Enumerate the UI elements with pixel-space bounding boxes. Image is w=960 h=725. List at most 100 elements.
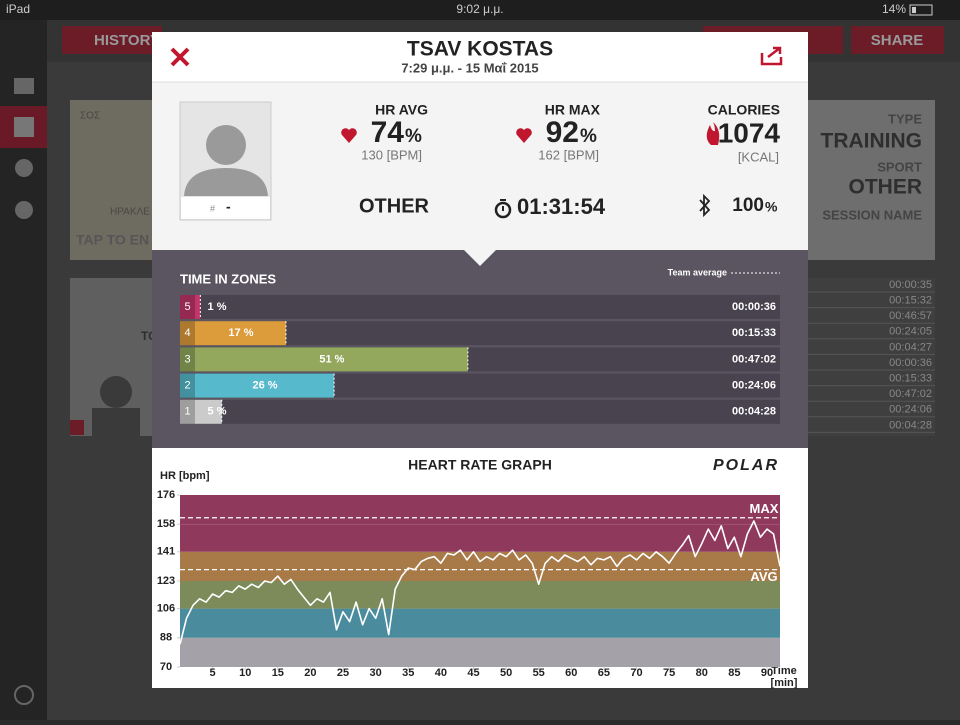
zone-duration: 00:15:33 bbox=[732, 327, 776, 339]
player-avatar bbox=[100, 376, 132, 408]
duration: 01:31:54 bbox=[517, 194, 606, 219]
player-avatar-body bbox=[92, 408, 140, 436]
heart-icon bbox=[516, 128, 532, 143]
type-label: TYPE bbox=[888, 111, 922, 126]
zone-time: 00:04:28 bbox=[889, 419, 932, 431]
zone-time: 00:15:33 bbox=[889, 373, 932, 385]
zone-number: 4 bbox=[184, 327, 190, 339]
bluetooth-icon bbox=[699, 193, 711, 218]
zone-time: 00:04:27 bbox=[889, 341, 932, 353]
session-name-label: SESSION NAME bbox=[822, 207, 922, 222]
share-label: SHARE bbox=[871, 32, 924, 49]
zone-percent: 1 % bbox=[208, 301, 227, 313]
zone-percent: 51 % bbox=[319, 353, 344, 365]
flame-icon bbox=[706, 122, 720, 145]
zone-track bbox=[180, 295, 780, 319]
zone-percent: 5 % bbox=[208, 406, 227, 418]
zone-box bbox=[180, 399, 195, 424]
close-button[interactable] bbox=[170, 47, 190, 67]
y-axis-label: HR [bpm] bbox=[160, 470, 210, 482]
graph-title: HEART RATE GRAPH bbox=[408, 457, 552, 473]
reference-label: MAX bbox=[750, 501, 779, 516]
zone-bar bbox=[180, 321, 286, 346]
battery-icon bbox=[909, 4, 933, 16]
share-button[interactable] bbox=[851, 26, 944, 54]
nav-settings[interactable] bbox=[15, 201, 33, 219]
x-tick-label: 90 bbox=[761, 667, 773, 679]
sensor-battery-unit: % bbox=[765, 199, 778, 215]
nav-stats[interactable] bbox=[14, 117, 34, 137]
zone-number: 3 bbox=[184, 353, 190, 365]
map-hint: TAP TO EN bbox=[76, 232, 149, 248]
share-icon[interactable] bbox=[760, 46, 783, 66]
x-tick-label: 40 bbox=[435, 667, 447, 679]
sensor-battery: 100 bbox=[732, 195, 764, 216]
hr-avg-value: 74 bbox=[371, 116, 405, 149]
player-badge bbox=[70, 420, 84, 435]
x-axis-label: [min] bbox=[771, 677, 798, 689]
zone-number: 5 bbox=[184, 301, 190, 313]
sport-value: OTHER bbox=[849, 176, 923, 199]
zone-time: 00:47:02 bbox=[889, 388, 932, 400]
zone-box bbox=[180, 321, 195, 346]
zone-bar bbox=[180, 373, 335, 398]
stopwatch-icon bbox=[494, 201, 512, 219]
session-panel bbox=[808, 100, 935, 260]
zone-time: 00:24:05 bbox=[889, 326, 932, 338]
zone-percent: 17 % bbox=[228, 327, 253, 339]
nav-info[interactable] bbox=[14, 685, 34, 705]
hr-max-value: 92 bbox=[546, 116, 579, 149]
x-tick-label: 70 bbox=[630, 667, 642, 679]
y-tick-label: 88 bbox=[160, 632, 172, 644]
y-tick-label: 141 bbox=[157, 546, 175, 558]
zone-band bbox=[180, 608, 780, 638]
zones-title: TIME IN ZONES bbox=[180, 271, 276, 286]
x-tick-label: 25 bbox=[337, 667, 349, 679]
zone-bar bbox=[180, 295, 201, 319]
y-tick-label: 70 bbox=[160, 661, 172, 673]
athlete-name: TSAV KOSTAS bbox=[407, 38, 553, 61]
sport-label: SPORT bbox=[877, 159, 922, 174]
zone-time: 00:00:36 bbox=[889, 357, 932, 369]
y-tick-label: 158 bbox=[157, 518, 175, 530]
zone-time: 00:15:32 bbox=[889, 295, 932, 307]
x-tick-label: 65 bbox=[598, 667, 610, 679]
x-tick-label: 10 bbox=[239, 667, 251, 679]
player-number: - bbox=[226, 199, 231, 215]
history-button[interactable] bbox=[62, 26, 162, 54]
avatar-head bbox=[206, 125, 246, 165]
hr-avg-bpm: 130 [BPM] bbox=[361, 147, 422, 162]
y-tick-label: 123 bbox=[157, 575, 175, 587]
map-label: ΗΡΑΚΛΕ bbox=[110, 207, 150, 218]
calories-value: 1074 bbox=[718, 117, 781, 148]
y-tick-label: 106 bbox=[157, 602, 175, 614]
session-date: 7:29 μ.μ. - 15 Μαΐ 2015 bbox=[401, 60, 538, 75]
zone-duration: 00:24:06 bbox=[732, 380, 776, 392]
battery-level: 14% bbox=[882, 2, 906, 16]
x-tick-label: 80 bbox=[696, 667, 708, 679]
x-tick-label: 30 bbox=[370, 667, 382, 679]
zone-duration: 00:47:02 bbox=[732, 353, 776, 365]
device-name: iPad bbox=[6, 2, 30, 16]
x-tick-label: 85 bbox=[728, 667, 740, 679]
x-tick-label: 45 bbox=[467, 667, 479, 679]
legend-label: Team average bbox=[668, 267, 727, 277]
map-panel[interactable] bbox=[70, 100, 160, 260]
history-label: HISTORY bbox=[94, 32, 160, 49]
x-axis-label: Time bbox=[771, 665, 796, 677]
zone-time: 00:24:06 bbox=[889, 404, 932, 416]
pointer bbox=[464, 250, 496, 266]
zone-band bbox=[180, 551, 780, 581]
nav-team[interactable] bbox=[15, 159, 33, 177]
nav-home[interactable] bbox=[14, 78, 34, 94]
avatar-body bbox=[184, 168, 268, 196]
zone-time: 00:46:57 bbox=[889, 310, 932, 322]
zone-band bbox=[180, 495, 780, 525]
heart-icon bbox=[341, 128, 357, 143]
clock: 9:02 μ.μ. bbox=[456, 2, 503, 16]
reference-label: AVG bbox=[750, 569, 777, 584]
x-tick-label: 50 bbox=[500, 667, 512, 679]
zone-duration: 00:04:28 bbox=[732, 406, 776, 418]
map-label: ΣΟΣ bbox=[80, 111, 100, 122]
